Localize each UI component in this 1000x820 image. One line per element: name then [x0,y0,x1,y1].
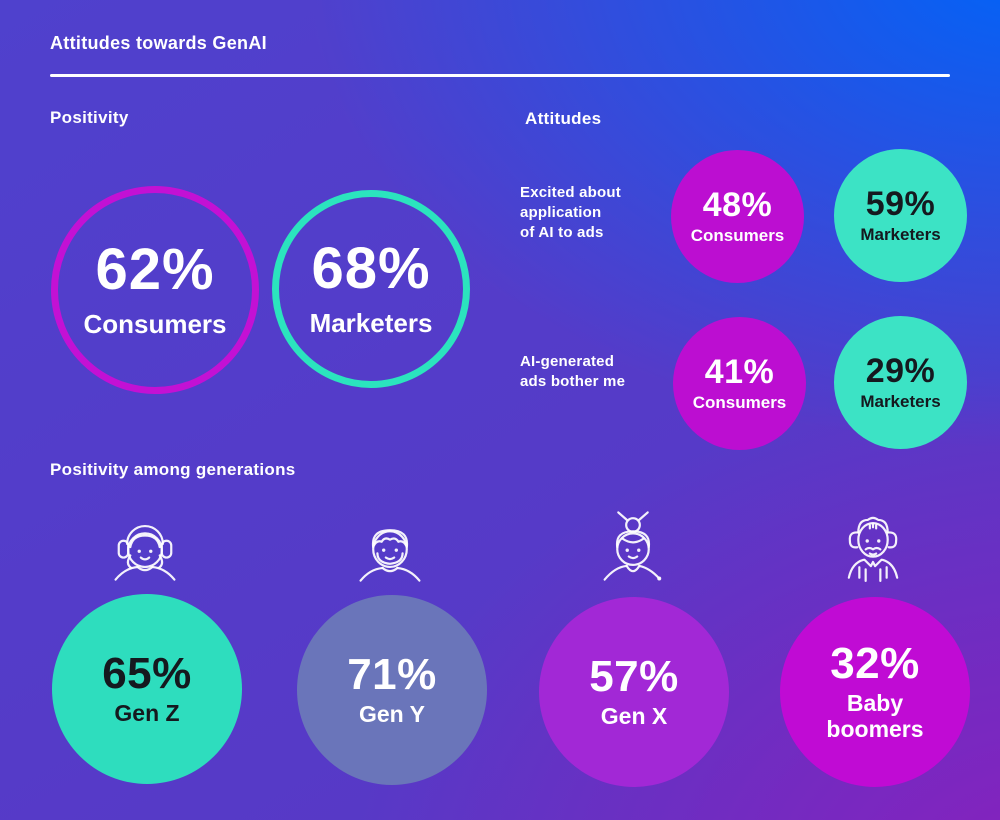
baby-boomers-circle: 32% Baby boomers [780,597,970,787]
positivity-marketers-label: Marketers [309,307,433,338]
gen-y-circle: 71% Gen Y [297,595,487,785]
positivity-marketers-value: 68% [311,235,431,301]
statement-line: Excited about [520,184,621,201]
excited-marketers-label: Marketers [860,224,941,244]
bother-consumers-circle: 41% Consumers [673,317,806,450]
gen-x-label: Gen X [600,702,668,729]
positivity-consumers-label: Consumers [83,308,227,339]
attitudes-statement-bother: AI-generated ads bother me [520,352,625,392]
bother-marketers-circle: 29% Marketers [834,316,967,449]
baby-boomers-label: Baby boomers [826,689,924,742]
excited-consumers-label: Consumers [690,225,785,245]
generations-heading: Positivity among generations [50,460,296,479]
attitudes-statement-excited: Excited about application of AI to ads [520,183,621,243]
gen-z-label: Gen Z [114,699,180,726]
gen-y-value: 71% [347,649,437,699]
positivity-marketers-ring: 68% Marketers [272,190,470,388]
bother-consumers-label: Consumers [692,392,787,412]
gen-x-circle: 57% Gen X [539,597,729,787]
excited-marketers-value: 59% [865,184,936,223]
gen-z-circle: 65% Gen Z [52,594,242,784]
baby-boomers-value: 32% [830,638,920,688]
statement-line: of AI to ads [520,224,604,241]
statement-line: AI-generated [520,353,615,370]
excited-marketers-circle: 59% Marketers [834,149,967,282]
statement-line: ads bother me [520,373,626,390]
baby-boomer-icon [831,500,915,584]
page-title: Attitudes towards GenAI [50,33,267,53]
bother-marketers-value: 29% [865,351,936,390]
title-divider [50,74,950,77]
excited-consumers-circle: 48% Consumers [671,150,804,283]
positivity-consumers-value: 62% [95,236,215,302]
attitudes-heading: Attitudes [525,109,602,128]
positivity-heading: Positivity [50,108,129,127]
gen-y-beard-icon [348,505,432,589]
bother-marketers-label: Marketers [860,391,941,411]
gen-y-label: Gen Y [358,700,426,727]
bother-consumers-value: 41% [704,352,775,391]
gen-x-value: 57% [589,651,679,701]
gen-x-bun-icon [591,504,675,588]
positivity-consumers-ring: 62% Consumers [51,186,259,394]
gen-z-headphones-icon [103,504,187,588]
statement-line: application [520,204,602,221]
gen-z-value: 65% [102,648,192,698]
excited-consumers-value: 48% [702,185,773,224]
